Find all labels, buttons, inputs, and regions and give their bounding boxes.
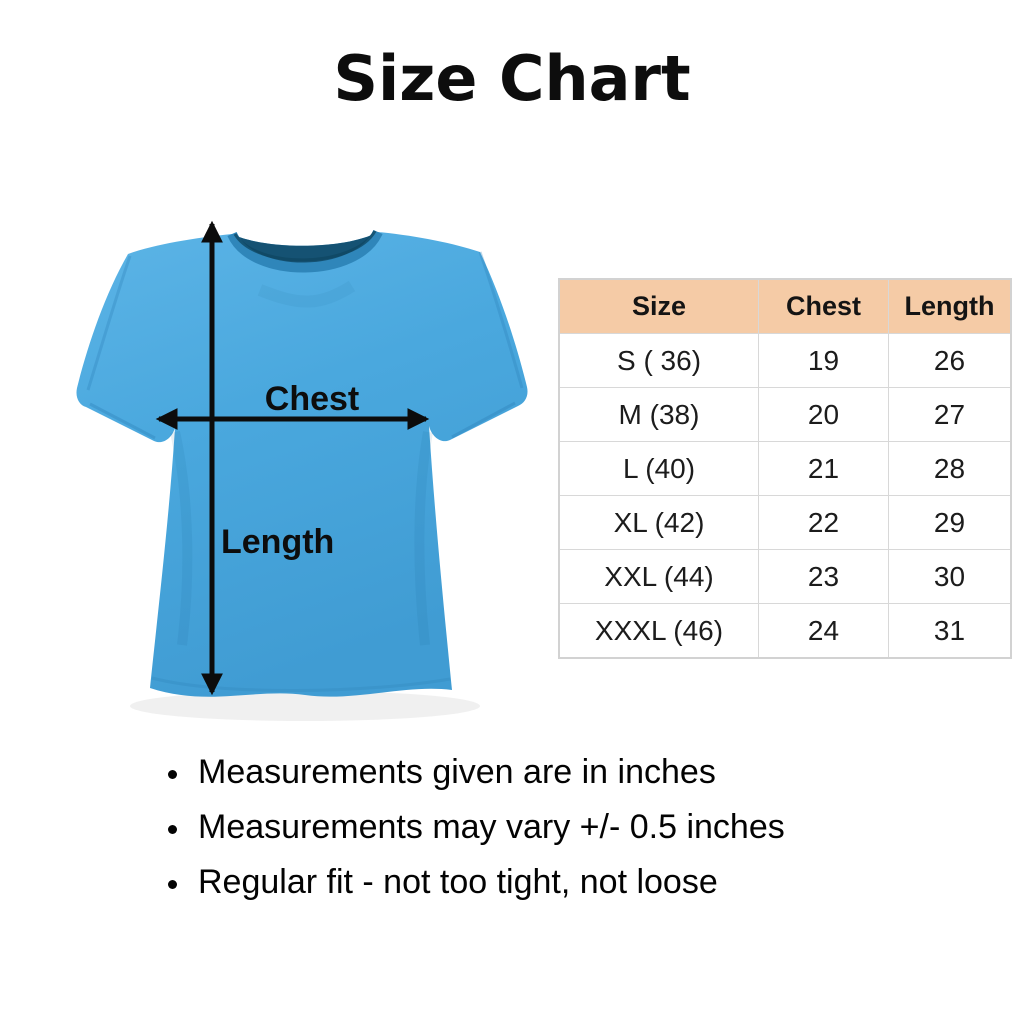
left-cuff-hem [89,402,156,440]
note-text: Measurements may vary +/- 0.5 inches [198,807,785,846]
collar-band-shadow [233,230,377,262]
bullet-icon [168,879,177,889]
shirt-drop-shadow [130,691,480,721]
chest-cell: 20 [758,387,889,442]
notes-list: Measurements given are in inches Measure… [168,752,785,917]
right-body-fold [414,431,433,646]
chest-cell: 19 [758,333,889,388]
table-row: L (40) 21 28 [558,441,1012,496]
chest-cell: 23 [758,549,889,604]
length-cell: 28 [888,441,1012,496]
bottom-hem-stitch [151,676,451,692]
left-sleeve-seam [86,255,132,391]
length-cell: 29 [888,495,1012,550]
length-label: Length [221,523,334,561]
chest-label: Chest [265,380,359,418]
bullet-icon [168,769,177,779]
left-body-fold [170,430,193,646]
size-cell: XXL (44) [558,549,759,604]
length-column-header: Length [888,278,1012,334]
page-title: Size Chart [333,42,691,115]
table-row: XL (42) 22 29 [558,495,1012,550]
size-cell: S ( 36) [558,333,759,388]
note-item: Regular fit - not too tight, not loose [168,862,785,902]
collar-band [227,229,383,273]
chest-crease [257,280,356,308]
size-column-header: Size [558,278,759,334]
right-cuff-hem [451,401,516,439]
shirt-body [76,232,528,697]
note-text: Measurements given are in inches [198,752,716,791]
length-cell: 27 [888,387,1012,442]
size-cell: M (38) [558,387,759,442]
bullet-icon [168,824,177,834]
chest-cell: 21 [758,441,889,496]
table-row: XXL (44) 23 30 [558,549,1012,604]
size-chart-table: Size Chest Length S ( 36) 19 26 M (38) 2… [558,278,1012,659]
tshirt-measurement-diagram: Chest Length [60,190,550,740]
length-cell: 31 [888,603,1012,659]
note-item: Measurements may vary +/- 0.5 inches [168,807,785,847]
size-cell: L (40) [558,441,759,496]
tshirt-graphic: Chest Length [76,220,528,721]
chest-column-header: Chest [758,278,889,334]
right-sleeve-seam [478,251,524,389]
table-header-row: Size Chest Length [558,278,1012,334]
table-row: M (38) 20 27 [558,387,1012,442]
chest-cell: 24 [758,603,889,659]
table-row: XXXL (46) 24 31 [558,603,1012,659]
table-row: S ( 36) 19 26 [558,333,1012,388]
note-text: Regular fit - not too tight, not loose [198,862,718,901]
length-cell: 30 [888,549,1012,604]
note-item: Measurements given are in inches [168,752,785,792]
length-cell: 26 [888,333,1012,388]
size-cell: XXXL (46) [558,603,759,659]
size-cell: XL (42) [558,495,759,550]
chest-cell: 22 [758,495,889,550]
